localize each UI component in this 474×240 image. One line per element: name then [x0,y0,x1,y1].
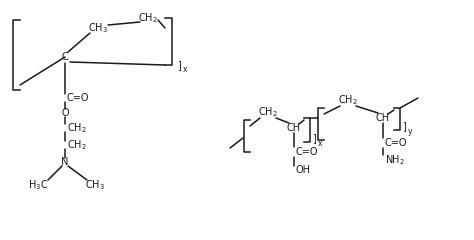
Text: NH$_2$: NH$_2$ [385,153,405,167]
Text: ]: ] [312,133,316,143]
Text: CH: CH [287,123,301,133]
Text: x: x [318,138,322,148]
Text: ]: ] [402,121,406,131]
Text: C: C [62,52,68,62]
Text: ]: ] [177,60,181,70]
Text: N: N [61,157,69,167]
Text: CH$_2$: CH$_2$ [67,138,87,152]
Text: CH$_2$: CH$_2$ [338,93,358,107]
Text: CH$_2$: CH$_2$ [67,121,87,135]
Text: O: O [61,108,69,118]
Text: x: x [183,66,188,74]
Text: C=O: C=O [67,93,90,103]
Text: CH: CH [376,113,390,123]
Text: OH: OH [296,165,311,175]
Text: y: y [408,127,412,137]
Text: C=O: C=O [296,147,319,157]
Text: CH$_3$: CH$_3$ [85,178,105,192]
Text: CH$_3$: CH$_3$ [88,21,108,35]
Text: H$_3$C: H$_3$C [28,178,48,192]
Text: CH$_2$: CH$_2$ [258,105,278,119]
Text: C=O: C=O [385,138,408,148]
Text: CH$_2$: CH$_2$ [138,11,158,25]
